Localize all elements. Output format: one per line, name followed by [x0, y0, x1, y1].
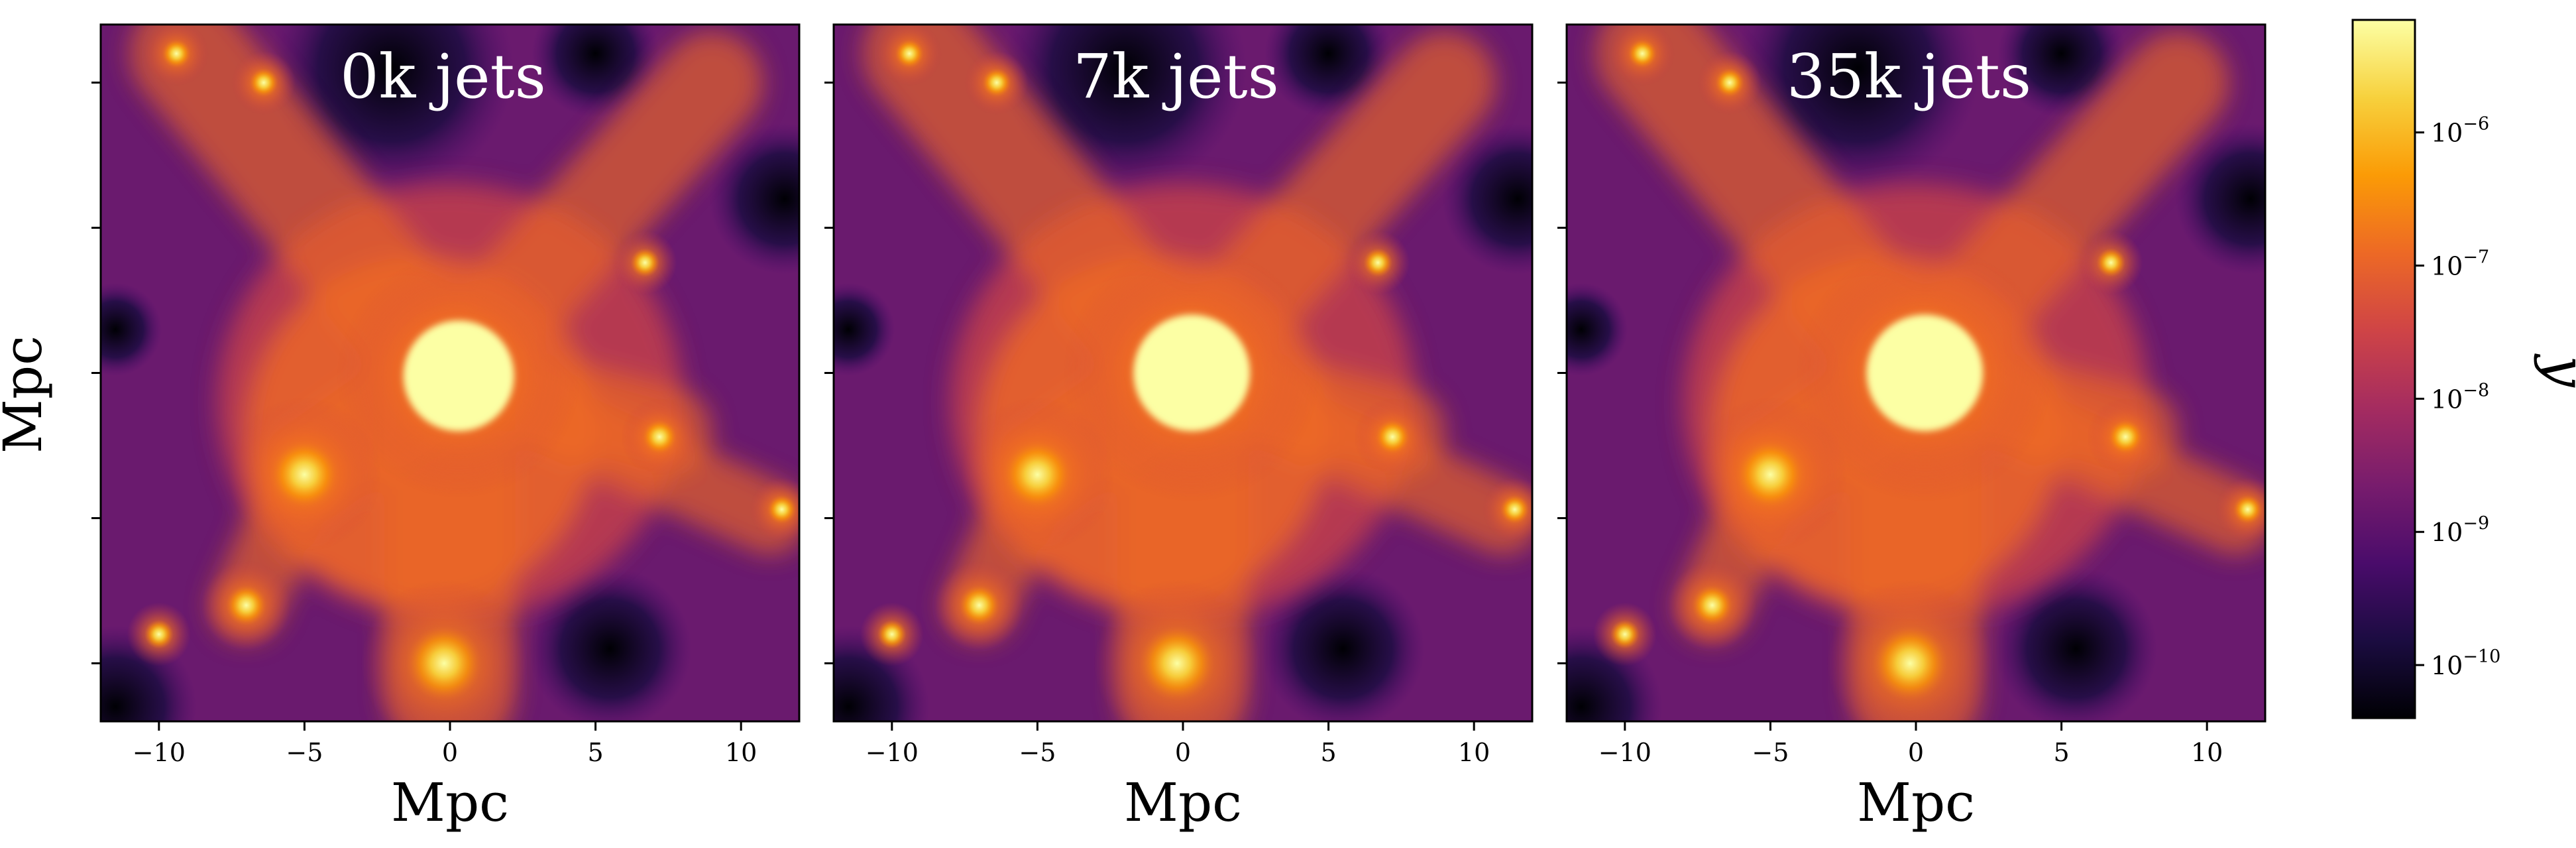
x-tick-label: 0	[1908, 738, 1924, 767]
x-tick-label: 5	[587, 738, 603, 767]
x-tick-label: 10	[2191, 738, 2223, 767]
halo-blob	[1500, 495, 1530, 524]
halo-blob	[1610, 619, 1640, 649]
halo-blob	[162, 38, 192, 68]
x-tick-label: −5	[1019, 738, 1056, 767]
halo-blob	[981, 68, 1011, 97]
x-tick-label: −5	[1752, 738, 1789, 767]
colorbar-gradient	[2353, 20, 2415, 718]
void-region	[1997, 25, 2126, 118]
x-tick-label: 5	[1320, 738, 1336, 767]
heatmap-image	[834, 25, 1532, 721]
void-region	[1994, 567, 2158, 721]
central-cluster	[403, 320, 514, 432]
colorbar-tick-label: 10−6	[2431, 114, 2489, 148]
halo-blob	[642, 419, 677, 455]
heatmap-image	[1567, 25, 2265, 721]
void-region	[708, 123, 799, 274]
heatmap-panel: −10 −5 0 5 10 0k jets Mpc	[91, 23, 801, 833]
halo-blob	[249, 68, 278, 97]
halo-blob	[1691, 585, 1733, 626]
central-cluster	[1866, 314, 1984, 432]
void-region	[1441, 123, 1532, 274]
colorbar-tick-label: 10−7	[2431, 247, 2489, 281]
x-tick-label: 0	[442, 738, 458, 767]
void-region	[528, 567, 692, 721]
x-tick-label: 10	[1458, 738, 1490, 767]
x-tick-label: 0	[1175, 738, 1191, 767]
void-region	[1264, 25, 1393, 118]
halo-blob	[1628, 38, 1657, 68]
panel-title: 35k jets	[1787, 41, 2031, 112]
halo-blob	[1139, 625, 1215, 701]
halo-blob	[144, 619, 174, 649]
x-axis-label: Mpc	[1124, 772, 1242, 833]
halo-blob	[2096, 248, 2126, 278]
halo-blob	[2233, 495, 2263, 524]
void-region	[834, 282, 895, 377]
halo-blob	[269, 440, 340, 510]
void-region	[101, 282, 162, 377]
heatmap-panel: −10 −5 0 5 10 7k jets Mpc	[824, 23, 1534, 833]
panel-title: 0k jets	[340, 41, 546, 112]
halo-blob	[1872, 625, 1948, 701]
colorbar-tick-label: 10−9	[2431, 513, 2489, 547]
heatmap-panel: −10 −5 0 5 10 35k jets Mpc	[1557, 23, 2267, 833]
halo-blob	[1714, 68, 1744, 97]
halo-blob	[1735, 440, 1806, 510]
x-tick-label: −10	[1598, 738, 1652, 767]
halo-blob	[895, 38, 924, 68]
halo-blob	[225, 585, 267, 626]
colorbar-tick-label: 10−8	[2431, 380, 2489, 414]
halo-blob	[1363, 248, 1393, 278]
x-tick-label: −5	[286, 738, 323, 767]
halo-blob	[958, 585, 1000, 626]
void-region	[2174, 123, 2265, 274]
halo-blob	[2107, 419, 2143, 455]
x-tick-label: 10	[725, 738, 757, 767]
central-cluster	[1133, 314, 1251, 432]
colorbar-label: y	[2533, 353, 2576, 388]
halo-blob	[630, 248, 660, 278]
x-axis-label: Mpc	[1857, 772, 1975, 833]
x-tick-label: 5	[2053, 738, 2069, 767]
void-region	[1261, 567, 1425, 721]
halo-blob	[1002, 440, 1073, 510]
void-region	[1567, 282, 1628, 377]
x-axis-label: Mpc	[391, 772, 509, 833]
colorbar-tick-label: 10−10	[2431, 646, 2500, 680]
y-axis-label: Mpc	[0, 335, 54, 454]
colorbar: 10−10 10−9 10−8 10−7 10−6 y	[2351, 19, 2576, 719]
halo-blob	[767, 495, 797, 524]
void-region	[531, 25, 660, 118]
halo-blob	[406, 625, 482, 701]
halo-blob	[877, 619, 907, 649]
heatmap-image	[101, 25, 799, 721]
halo-blob	[1374, 419, 1410, 455]
panel-title: 7k jets	[1073, 41, 1279, 112]
x-tick-label: −10	[866, 738, 919, 767]
colorbar-frame	[2351, 19, 2416, 719]
x-tick-label: −10	[133, 738, 186, 767]
